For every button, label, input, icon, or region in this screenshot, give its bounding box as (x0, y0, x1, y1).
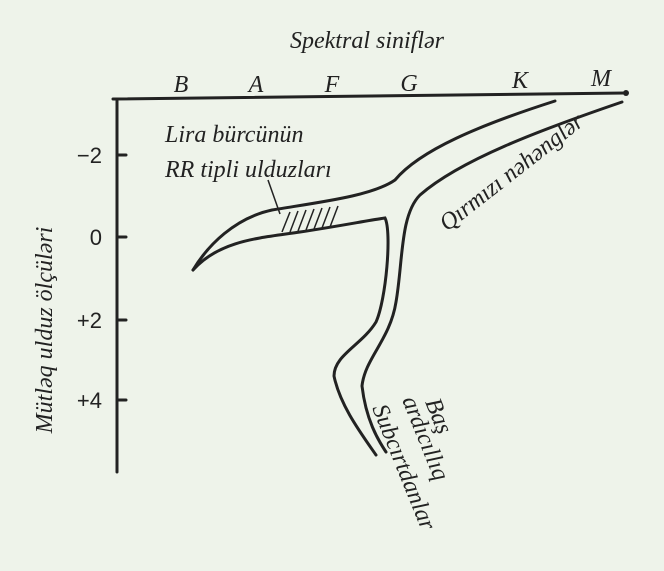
leader-line (267, 179, 281, 215)
spectral-class: K (511, 68, 530, 94)
label: RR tipli ulduzları (164, 157, 332, 183)
spectral-class: B (174, 72, 189, 98)
spectral-class: F (324, 72, 340, 98)
spectral-class: A (247, 72, 264, 98)
axis-end (623, 90, 629, 96)
y-tick-label: 0 (90, 225, 102, 250)
branch-outline (191, 99, 557, 272)
rr-lyrae-hatch (281, 205, 339, 233)
y-axis-label: Mütləq ulduz ölçüləri (32, 227, 58, 435)
branch-outline (360, 100, 624, 454)
branch-outline (191, 216, 390, 457)
y-tick-label: −2 (77, 143, 102, 168)
x-axis (111, 91, 628, 101)
y-tick-label: +2 (77, 308, 102, 333)
title: Spektral siniflər (290, 28, 445, 54)
spectral-class: M (590, 66, 613, 92)
label: Lira bürcünün (164, 122, 303, 148)
y-tick-label: +4 (77, 388, 102, 413)
spectral-class: G (400, 71, 417, 97)
